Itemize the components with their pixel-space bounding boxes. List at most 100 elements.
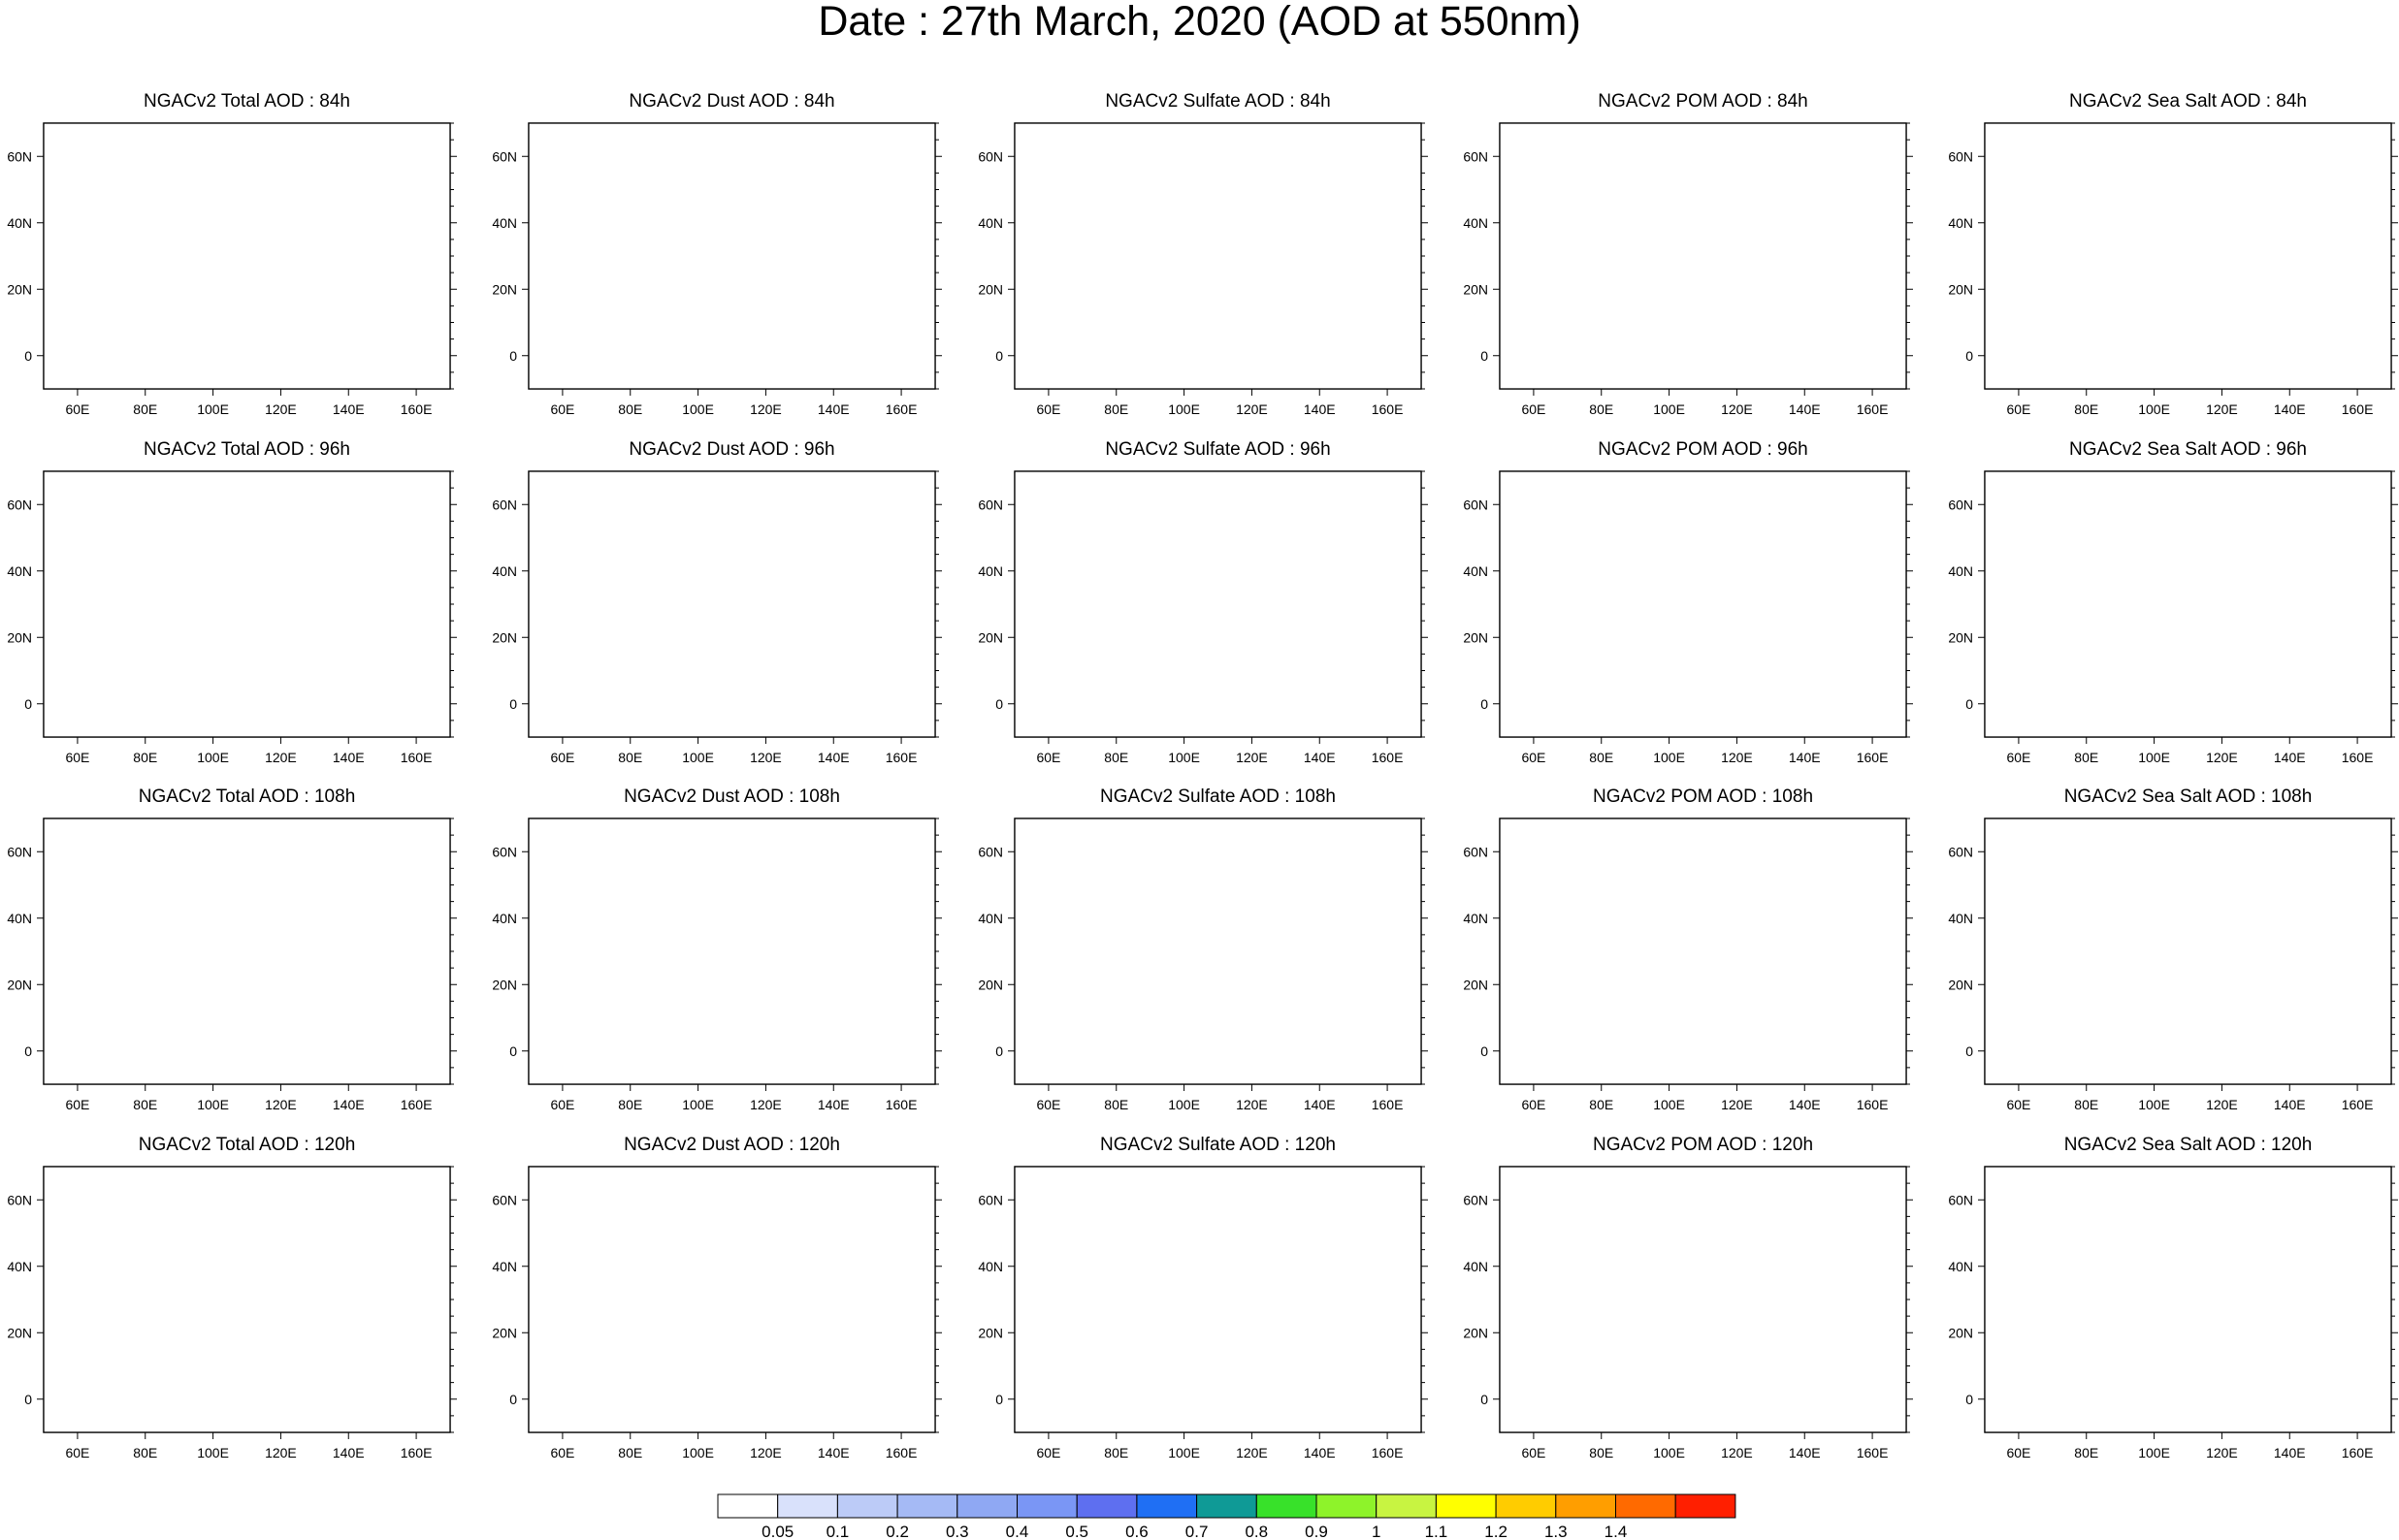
lon-tick-label: 120E <box>750 750 782 765</box>
lon-tick-label: 60E <box>65 750 89 765</box>
lon-tick-label: 100E <box>1653 1445 1685 1460</box>
lat-tick-label: 60N <box>492 148 517 164</box>
lon-tick-label: 80E <box>1104 401 1128 417</box>
lon-tick-label: 60E <box>550 401 574 417</box>
colorbar-cell <box>896 1493 958 1519</box>
lon-tick-label: 80E <box>133 1445 157 1460</box>
lon-tick-label: 140E <box>1789 750 1821 765</box>
lon-tick-label: 80E <box>1104 1445 1128 1460</box>
map-panel: 60E 80E 100E 120E 140E 160E 0 20N 40N 60N <box>1463 122 1913 417</box>
panel-title: NGACv2 Sulfate AOD : 96h <box>1105 439 1331 460</box>
lon-tick-label: 80E <box>2074 1445 2098 1460</box>
lon-tick-label: 100E <box>682 1445 714 1460</box>
lon-tick-label: 60E <box>65 1097 89 1112</box>
map-frame <box>1014 122 1422 390</box>
lon-tick-label: 120E <box>2206 750 2238 765</box>
lon-tick-label: 120E <box>1236 401 1268 417</box>
lat-tick-label: 20N <box>7 629 32 645</box>
colorbar-cell <box>1255 1493 1317 1519</box>
lat-tick-label: 40N <box>1463 911 1488 926</box>
map-frame <box>1984 818 2392 1085</box>
lon-tick-label: 140E <box>1304 1097 1336 1112</box>
lon-tick-label: 80E <box>133 1097 157 1112</box>
lon-tick-label: 60E <box>1521 401 1545 417</box>
lat-tick-label: 0 <box>24 348 32 364</box>
map-frame <box>1014 818 1422 1085</box>
map-frame <box>1984 1166 2392 1433</box>
colorbar-label: 0.7 <box>1185 1523 1209 1540</box>
lon-tick-label: 80E <box>1589 750 1613 765</box>
lat-tick-label: 60N <box>1948 148 1973 164</box>
lat-tick-label: 20N <box>492 977 517 992</box>
map-frame <box>1984 470 2392 738</box>
lon-tick-label: 100E <box>2138 401 2170 417</box>
lat-tick-label: 0 <box>509 1043 517 1059</box>
lon-tick-label: 60E <box>1036 401 1060 417</box>
lon-tick-label: 100E <box>682 401 714 417</box>
map-frame <box>43 818 451 1085</box>
colorbar-label: 1.3 <box>1544 1523 1568 1540</box>
map-panel: 60E 80E 100E 120E 140E 160E 0 20N 40N 60N <box>492 1166 942 1460</box>
colorbar-label: 0.1 <box>827 1523 850 1540</box>
colorbar-cell <box>1136 1493 1198 1519</box>
lat-tick-label: 20N <box>1463 281 1488 297</box>
lon-tick-label: 120E <box>2206 1097 2238 1112</box>
panel-title: NGACv2 Sea Salt AOD : 96h <box>2068 439 2307 460</box>
colorbar-cell <box>956 1493 1018 1519</box>
colorbar-cell <box>1555 1493 1617 1519</box>
lat-tick-label: 20N <box>978 629 1003 645</box>
map-panel: 60E 80E 100E 120E 140E 160E 0 20N 40N 60N <box>1948 818 2398 1112</box>
lon-tick-label: 140E <box>818 750 850 765</box>
lon-tick-label: 160E <box>886 1445 918 1460</box>
map-panel: 60E 80E 100E 120E 140E 160E 0 20N 40N 60N <box>978 470 1428 765</box>
panel-title: NGACv2 POM AOD : 96h <box>1598 439 1808 460</box>
lon-tick-label: 120E <box>750 1097 782 1112</box>
lon-tick-label: 60E <box>1521 750 1545 765</box>
panel-title: NGACv2 Sea Salt AOD : 84h <box>2068 91 2307 112</box>
lon-tick-label: 120E <box>750 1445 782 1460</box>
lon-tick-label: 140E <box>2274 1445 2306 1460</box>
lat-tick-label: 20N <box>1948 629 1973 645</box>
lon-tick-label: 60E <box>550 750 574 765</box>
lat-tick-label: 60N <box>1463 497 1488 512</box>
lat-tick-label: 20N <box>492 281 517 297</box>
lat-tick-label: 60N <box>978 497 1003 512</box>
lat-tick-label: 60N <box>7 148 32 164</box>
lon-tick-label: 100E <box>197 750 229 765</box>
lon-tick-label: 160E <box>1372 750 1404 765</box>
lat-tick-label: 40N <box>978 215 1003 231</box>
map-panel: 60E 80E 100E 120E 140E 160E 0 20N 40N 60N <box>1948 122 2398 417</box>
lat-tick-label: 0 <box>1965 696 1973 712</box>
lat-tick-label: 60N <box>7 844 32 859</box>
lon-tick-label: 120E <box>1236 1445 1268 1460</box>
lon-tick-label: 60E <box>550 1097 574 1112</box>
lon-tick-label: 80E <box>133 401 157 417</box>
lon-tick-label: 60E <box>1036 1445 1060 1460</box>
map-frame <box>43 470 451 738</box>
lon-tick-label: 100E <box>1653 401 1685 417</box>
panel-title: NGACv2 Sulfate AOD : 108h <box>1100 786 1336 807</box>
lat-tick-label: 0 <box>509 696 517 712</box>
lon-tick-label: 160E <box>401 1097 433 1112</box>
lat-tick-label: 40N <box>7 911 32 926</box>
colorbar-cell <box>1076 1493 1138 1519</box>
lat-tick-label: 40N <box>492 1259 517 1274</box>
map-frame <box>1499 122 1907 390</box>
figure-title: Date : 27th March, 2020 (AOD at 550nm) <box>818 0 1581 45</box>
lat-tick-label: 20N <box>7 1325 32 1340</box>
lat-tick-label: 20N <box>1463 1325 1488 1340</box>
lat-tick-label: 40N <box>1948 911 1973 926</box>
colorbar-label: 0.6 <box>1125 1523 1149 1540</box>
map-frame <box>528 1166 936 1433</box>
colorbar-label: 0.9 <box>1305 1523 1328 1540</box>
lat-tick-label: 0 <box>509 348 517 364</box>
map-panel: 60E 80E 100E 120E 140E 160E 0 20N 40N 60N <box>7 1166 457 1460</box>
lon-tick-label: 120E <box>1236 1097 1268 1112</box>
map-frame <box>1499 1166 1907 1433</box>
colorbar-label: 0.3 <box>946 1523 969 1540</box>
lon-tick-label: 80E <box>133 750 157 765</box>
panel-title: NGACv2 Dust AOD : 96h <box>629 439 835 460</box>
lat-tick-label: 40N <box>978 1259 1003 1274</box>
colorbar-label: 0.5 <box>1065 1523 1088 1540</box>
lat-tick-label: 0 <box>1965 348 1973 364</box>
